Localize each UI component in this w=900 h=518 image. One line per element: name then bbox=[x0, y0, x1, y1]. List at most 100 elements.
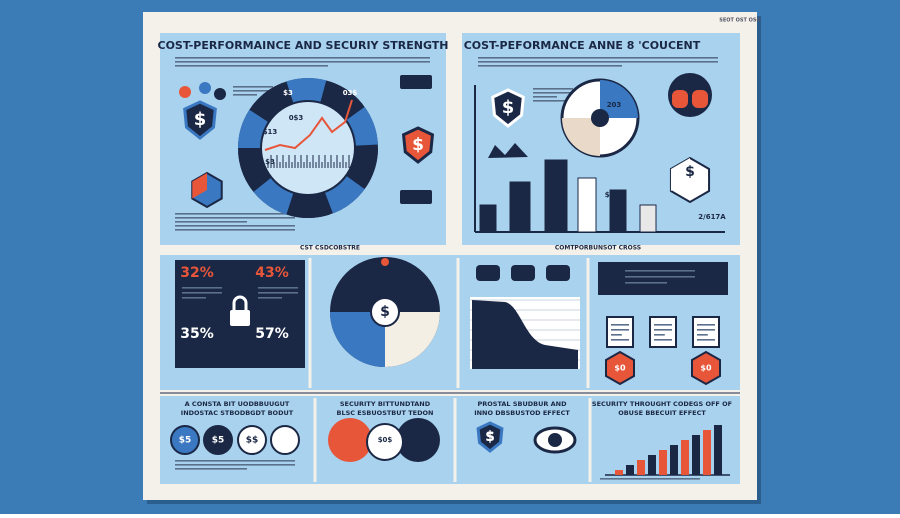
filler-line bbox=[697, 324, 715, 326]
flow-label: $0 bbox=[700, 364, 712, 373]
filler-line bbox=[478, 57, 718, 59]
filler-line bbox=[611, 339, 629, 341]
section-heading: INNO DBSBUSTOD EFFECT bbox=[474, 409, 570, 417]
filler-line bbox=[175, 217, 295, 219]
filler-line bbox=[533, 88, 573, 90]
dollar-icon: $ bbox=[412, 135, 424, 155]
shield-icon bbox=[401, 126, 435, 164]
caption: COMTPORBUNSOT CROSS bbox=[555, 245, 641, 252]
section-heading: PROSTAL SBUDBUR AND bbox=[477, 400, 567, 408]
step-bar bbox=[648, 455, 656, 475]
hexagon-top bbox=[670, 158, 710, 191]
filler-line bbox=[175, 468, 247, 470]
ring-label: $3 bbox=[265, 158, 275, 166]
flow-hexagon bbox=[605, 350, 635, 386]
ring-label: 03$ bbox=[343, 89, 358, 97]
pie-slice bbox=[385, 312, 440, 367]
coin-icon bbox=[270, 425, 300, 455]
axis-label: 2/617A bbox=[698, 213, 726, 221]
lock-shackle bbox=[232, 295, 248, 310]
dollar-icon: $ bbox=[485, 429, 495, 445]
filler-line bbox=[611, 324, 629, 326]
filler-line bbox=[175, 221, 247, 223]
filler-line bbox=[697, 334, 708, 336]
trend-line bbox=[264, 99, 353, 151]
venn-left bbox=[328, 418, 372, 462]
coin-icon bbox=[170, 425, 200, 455]
filler-line bbox=[233, 90, 273, 92]
step-bar bbox=[692, 435, 700, 475]
ring-label: $3 bbox=[283, 89, 293, 97]
section-heading: A CONSTA BIT UODBBUUGUT bbox=[185, 400, 290, 408]
stat-value: 57% bbox=[255, 326, 289, 342]
ring-segment bbox=[286, 77, 327, 103]
lock-body bbox=[230, 310, 250, 326]
truck-icon bbox=[400, 75, 432, 89]
section-heading: SECURITY BITTUNDTAND bbox=[340, 400, 431, 408]
badge-icon bbox=[476, 265, 500, 281]
ring-segment bbox=[238, 109, 268, 148]
truck-icon bbox=[400, 190, 432, 204]
doc-icon bbox=[606, 316, 634, 348]
bar bbox=[544, 159, 568, 233]
filler-line bbox=[611, 334, 622, 336]
filler-line bbox=[258, 287, 298, 289]
eye-pupil bbox=[548, 433, 562, 447]
section-heading: SECURITY THROUGHT CODEGS OFF OF bbox=[592, 400, 732, 408]
bar bbox=[639, 204, 657, 233]
section-heading: OBUSE BBECUIT EFFECT bbox=[618, 409, 706, 417]
section-heading: BLSC ESBUOSTBUT TEDON bbox=[337, 409, 434, 417]
bar-label: $13 bbox=[605, 191, 620, 199]
shield-icon bbox=[476, 421, 504, 453]
venn-label: $0$ bbox=[378, 436, 393, 444]
filler-line bbox=[697, 329, 715, 331]
step-bar bbox=[615, 470, 623, 475]
ring-center bbox=[262, 102, 354, 194]
doc-icon bbox=[692, 316, 720, 348]
badge-segment bbox=[672, 90, 688, 108]
ring-segment bbox=[348, 148, 378, 187]
filler-line bbox=[175, 464, 295, 466]
date-stamp: SEOT OST OSO bbox=[719, 18, 761, 24]
filler-line bbox=[175, 229, 295, 231]
ring-segment bbox=[346, 106, 378, 146]
step-bar bbox=[681, 440, 689, 475]
bar bbox=[609, 189, 627, 233]
panel-title: COST-PERFORMAINCE AND SECURIY STRENGTH bbox=[158, 39, 449, 52]
pie-center bbox=[591, 109, 609, 127]
filler-line bbox=[182, 292, 222, 294]
shield-label: $ bbox=[486, 430, 494, 444]
venn-center bbox=[366, 423, 404, 461]
ring-segment bbox=[253, 178, 294, 215]
coin-icon bbox=[203, 425, 233, 455]
step-bar bbox=[714, 425, 722, 475]
filler-line bbox=[175, 213, 295, 215]
ring-label: $13 bbox=[263, 128, 278, 136]
flow-hexagon bbox=[691, 350, 721, 386]
step-bar bbox=[626, 465, 634, 475]
filler-line bbox=[625, 270, 695, 272]
badge-icon bbox=[511, 265, 535, 281]
filler-line bbox=[175, 65, 328, 67]
flow-label: $0 bbox=[614, 364, 626, 373]
badge-segment bbox=[692, 90, 708, 108]
panel-title: COST-PEFORMANCE ANNE 8 'COUCENT bbox=[464, 39, 701, 52]
shield-icon bbox=[183, 100, 217, 140]
ring-segment bbox=[251, 82, 291, 120]
filler-line bbox=[175, 460, 295, 462]
bar bbox=[479, 204, 497, 233]
pie-slice bbox=[600, 80, 638, 118]
filler-line bbox=[175, 57, 430, 59]
filler-line bbox=[233, 94, 257, 96]
stat-value: 43% bbox=[255, 265, 289, 281]
doc-icon bbox=[649, 316, 677, 348]
step-bar bbox=[703, 430, 711, 475]
step-bar bbox=[637, 460, 645, 475]
drop-icon bbox=[179, 86, 191, 98]
ring-label: 0$3 bbox=[289, 114, 304, 122]
pie-slice bbox=[562, 118, 600, 156]
filler-line bbox=[600, 478, 700, 480]
hexagon-top bbox=[192, 173, 222, 199]
dollar-icon: $ bbox=[380, 304, 390, 320]
filler-line bbox=[182, 287, 222, 289]
